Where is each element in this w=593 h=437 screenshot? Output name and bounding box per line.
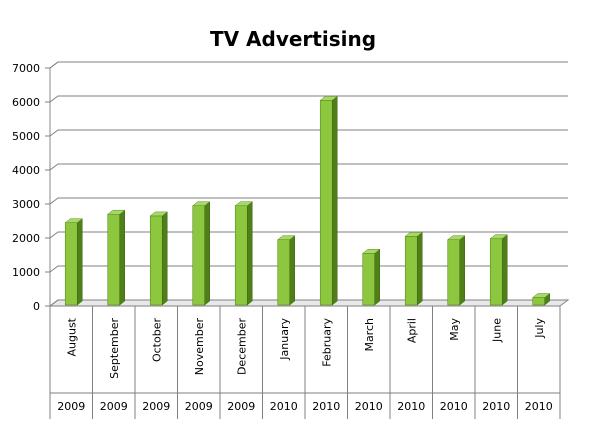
year-label: 2010: [440, 400, 468, 413]
x-tick-label: October: [150, 318, 163, 362]
year-label: 2010: [525, 400, 553, 413]
x-tick-label: July: [533, 318, 546, 339]
year-label: 2010: [270, 400, 298, 413]
x-tick-label: June: [490, 318, 503, 343]
bar-front: [319, 100, 333, 306]
bar: [532, 292, 551, 306]
bar-side: [374, 248, 380, 306]
x-tick-label: April: [405, 318, 418, 343]
bar-side: [332, 95, 338, 306]
bar-front: [489, 238, 503, 306]
x-tick-label: May: [448, 318, 461, 341]
bar-front: [64, 222, 78, 306]
year-label: 2009: [57, 400, 85, 413]
bar: [107, 209, 126, 306]
bar: [192, 201, 211, 306]
bar-front: [234, 205, 248, 306]
bar-top: [489, 234, 508, 239]
year-label: 2010: [397, 400, 425, 413]
y-axis-tick-labels: 0 1000 2000 3000 4000 5000 6000 7000: [12, 62, 40, 313]
x-axis: August September October November December Ja…: [49, 305, 561, 419]
gridline: [49, 95, 568, 103]
bar: [64, 218, 83, 306]
year-label: 2009: [100, 400, 128, 413]
bar-side: [247, 201, 253, 306]
bar: [319, 95, 338, 306]
y-tick-label: 3000: [12, 198, 40, 211]
bars: [64, 95, 551, 306]
bar-top: [319, 96, 338, 101]
bar: [489, 234, 508, 306]
y-tick-label: 5000: [12, 130, 40, 143]
gridline: [49, 265, 568, 273]
bar: [234, 201, 253, 306]
bar-side: [289, 235, 295, 306]
gridline: [49, 163, 568, 171]
bar-top: [532, 293, 551, 298]
bar: [447, 235, 466, 306]
year-label: 2009: [142, 400, 170, 413]
bar: [149, 211, 168, 306]
x-tick-label: August: [65, 317, 78, 356]
bar-top: [277, 235, 296, 240]
gridline: [49, 197, 568, 205]
year-label: 2010: [482, 400, 510, 413]
gridlines: [45, 61, 568, 307]
bar-top: [447, 235, 466, 240]
x-tick-label: December: [235, 318, 248, 376]
x-tick-label: November: [193, 318, 206, 376]
y-tick-label: 7000: [12, 62, 40, 75]
bar-side: [417, 231, 423, 306]
y-tick-label: 6000: [12, 96, 40, 109]
year-label: 2009: [227, 400, 255, 413]
bar-front: [362, 253, 376, 306]
y-tick-label: 0: [33, 300, 40, 313]
y-tick-label: 1000: [12, 266, 40, 279]
x-tick-label: March: [363, 318, 376, 352]
bar-front: [107, 213, 121, 306]
year-label: 2009: [185, 400, 213, 413]
bar: [362, 248, 381, 306]
y-tick-label: 2000: [12, 232, 40, 245]
bar-top: [404, 232, 423, 237]
bar-front: [447, 239, 461, 306]
gridline: [49, 231, 568, 239]
x-tick-label: September: [108, 318, 121, 379]
gridline: [49, 61, 568, 69]
chart-title: TV Advertising: [210, 27, 376, 51]
year-label: 2010: [355, 400, 383, 413]
bar-front: [192, 205, 206, 306]
bar-side: [204, 201, 210, 306]
bar-top: [362, 249, 381, 254]
bar-front: [532, 297, 546, 306]
bar-top: [192, 201, 211, 206]
bar-top: [234, 201, 253, 206]
bar-side: [459, 235, 465, 306]
bar-side: [162, 211, 168, 306]
bar-side: [77, 218, 83, 306]
y-tick-label: 4000: [12, 164, 40, 177]
bar-side: [119, 209, 125, 306]
year-label: 2010: [312, 400, 340, 413]
bar-front: [404, 236, 418, 306]
gridline: [49, 299, 568, 307]
bar: [404, 231, 423, 306]
x-tick-label: January: [278, 318, 291, 361]
bar-top: [64, 218, 83, 223]
bar-top: [107, 209, 126, 215]
bar: [277, 235, 296, 306]
bar-front: [277, 239, 291, 306]
x-tick-label: February: [320, 318, 333, 367]
bar-side: [502, 234, 508, 306]
bar-top: [149, 211, 168, 217]
bar-front: [149, 215, 163, 306]
gridline: [49, 129, 568, 137]
